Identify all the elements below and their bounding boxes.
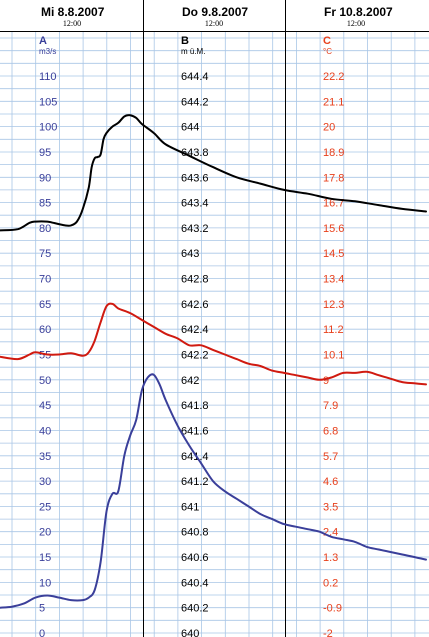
- tick-label-c: -2: [323, 628, 333, 637]
- tick-label-b: 640.4: [181, 577, 209, 589]
- day-label-1: Mi 8.8.2007: [41, 5, 105, 19]
- axis-c-ticks: 22.221.12018.917.816.715.614.513.412.311…: [323, 71, 344, 637]
- tick-label-b: 642.6: [181, 299, 209, 311]
- tick-label-a: 20: [39, 527, 51, 539]
- tick-label-a: 10: [39, 577, 51, 589]
- tick-label-c: 12.3: [323, 299, 344, 311]
- tick-label-b: 640.2: [181, 603, 209, 615]
- tick-label-a: 50: [39, 375, 51, 387]
- tick-label-b: 641.4: [181, 451, 209, 463]
- day-divider-lines: [143, 0, 286, 637]
- tick-label-a: 35: [39, 451, 51, 463]
- series-line-c: [0, 302, 427, 386]
- tick-label-b: 643.2: [181, 223, 209, 235]
- tick-label-c: 20: [323, 122, 335, 134]
- tick-label-c: 14.5: [323, 248, 344, 260]
- tick-label-c: 0.2: [323, 577, 338, 589]
- tick-label-b: 641.2: [181, 476, 209, 488]
- tick-label-b: 643.4: [181, 198, 209, 210]
- tick-label-b: 642: [181, 375, 199, 387]
- tick-label-c: 15.6: [323, 223, 344, 235]
- tick-label-a: 85: [39, 198, 51, 210]
- day-label-2: Do 9.8.2007: [182, 5, 248, 19]
- tick-label-a: 90: [39, 172, 51, 184]
- tick-label-a: 110: [39, 71, 57, 83]
- tick-label-c: 13.4: [323, 274, 344, 286]
- tick-label-b: 642.8: [181, 274, 209, 286]
- tick-label-a: 75: [39, 248, 51, 260]
- series-line-b: [0, 114, 427, 232]
- tick-label-c: 22.2: [323, 71, 344, 83]
- tick-label-a: 5: [39, 603, 45, 615]
- tick-label-b: 640.6: [181, 552, 209, 564]
- tick-label-a: 30: [39, 476, 51, 488]
- tick-label-c: 21.1: [323, 96, 344, 108]
- tick-label-a: 105: [39, 96, 57, 108]
- tick-label-b: 644: [181, 122, 199, 134]
- axis-c-letter: C: [323, 35, 331, 47]
- tick-label-a: 100: [39, 122, 57, 134]
- header-band: [0, 0, 429, 31]
- axis-a-ticks: 1101051009590858075706560555045403530252…: [39, 71, 57, 637]
- day-label-3: Fr 10.8.2007: [324, 5, 393, 19]
- series-line-a: [0, 373, 427, 609]
- series-layer: [0, 114, 427, 609]
- axis-a-letter: A: [39, 35, 47, 47]
- noon-label-1: 12:00: [63, 19, 81, 28]
- tick-label-a: 15: [39, 552, 51, 564]
- axis-a-unit: m3/s: [39, 47, 56, 56]
- tick-label-c: 6.8: [323, 426, 338, 438]
- tick-label-b: 642.4: [181, 324, 209, 336]
- tick-label-c: 5.7: [323, 451, 338, 463]
- tick-label-c: 7.9: [323, 400, 338, 412]
- tick-label-c: -0.9: [323, 603, 342, 615]
- tick-label-b: 644.4: [181, 71, 209, 83]
- tick-label-a: 80: [39, 223, 51, 235]
- grid-layer: [0, 32, 429, 637]
- tick-label-c: 18.9: [323, 147, 344, 159]
- tick-label-b: 644.2: [181, 96, 209, 108]
- tick-label-b: 641.6: [181, 426, 209, 438]
- axis-b-unit: m ü.M.: [181, 47, 205, 56]
- tick-label-a: 40: [39, 426, 51, 438]
- tick-label-b: 640.8: [181, 527, 209, 539]
- noon-label-2: 12:00: [205, 19, 223, 28]
- tick-label-b: 642.2: [181, 350, 209, 362]
- tick-label-b: 641.8: [181, 400, 209, 412]
- axis-b-letter: B: [181, 35, 189, 47]
- axis-c-unit: °C: [323, 47, 332, 56]
- tick-label-b: 643.6: [181, 172, 209, 184]
- tick-label-c: 1.3: [323, 552, 338, 564]
- tick-label-a: 65: [39, 299, 51, 311]
- tick-label-a: 70: [39, 274, 51, 286]
- tick-label-c: 17.8: [323, 172, 344, 184]
- tick-label-c: 10.1: [323, 350, 344, 362]
- tick-label-c: 9: [323, 375, 329, 387]
- tick-label-b: 643: [181, 248, 199, 260]
- tick-label-a: 25: [39, 501, 51, 513]
- tick-label-a: 0: [39, 628, 45, 637]
- tick-label-b: 640: [181, 628, 199, 637]
- noon-label-3: 12:00: [347, 19, 365, 28]
- tick-label-c: 3.5: [323, 501, 338, 513]
- tick-label-a: 45: [39, 400, 51, 412]
- tick-label-c: 4.6: [323, 476, 338, 488]
- tick-label-c: 11.2: [323, 324, 344, 336]
- tick-label-a: 95: [39, 147, 51, 159]
- tick-label-b: 641: [181, 501, 199, 513]
- axis-b-ticks: 644.4644.2644643.8643.6643.4643.2643642.…: [181, 71, 209, 637]
- tick-label-a: 60: [39, 324, 51, 336]
